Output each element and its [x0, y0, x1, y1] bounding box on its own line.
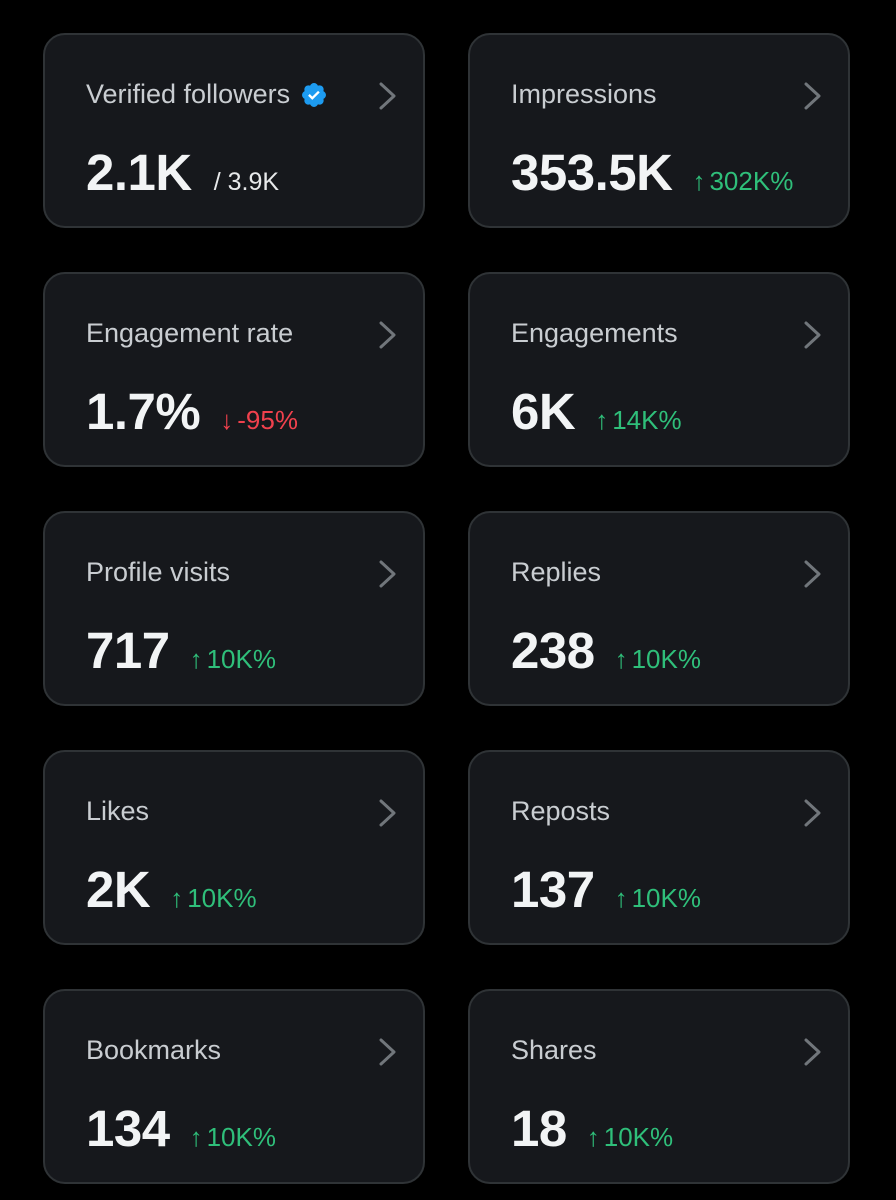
card-change-value: 10K% [603, 1122, 674, 1152]
card-label-text: Engagements [511, 318, 678, 348]
card-likes[interactable]: Likes 2K ↑ 10K% [43, 750, 425, 945]
arrow-up-icon: ↑ [595, 405, 609, 435]
card-label-text: Engagement rate [86, 318, 294, 348]
arrow-up-icon: ↑ [189, 1122, 203, 1152]
verified-badge-icon [302, 82, 327, 107]
card-value-row: 353.5K ↑ 302K% [511, 143, 793, 202]
chevron-right-icon[interactable] [800, 81, 826, 111]
card-change: ↑ 10K% [190, 1122, 276, 1153]
card-label: Profile visits [86, 557, 230, 588]
card-label-text: Reposts [511, 796, 611, 826]
card-label: Shares [511, 1035, 597, 1066]
card-label-text: Bookmarks [86, 1035, 222, 1065]
card-change-value: 10K% [631, 883, 701, 913]
chevron-right-icon[interactable] [800, 798, 826, 828]
chevron-right-icon[interactable] [375, 81, 401, 111]
card-replies[interactable]: Replies 238 ↑ 10K% [468, 511, 850, 706]
chevron-right-icon[interactable] [375, 320, 401, 350]
card-change: ↑ 10K% [615, 644, 701, 675]
arrow-up-icon: ↑ [189, 644, 203, 674]
card-change: ↑ 10K% [190, 644, 276, 675]
card-value: 134 [86, 1100, 170, 1157]
card-label-text: Verified followers [86, 79, 291, 109]
card-change: ↑ 10K% [587, 1122, 673, 1153]
arrow-up-icon: ↑ [170, 883, 184, 913]
card-shares[interactable]: Shares 18 ↑ 10K% [468, 989, 850, 1184]
card-reposts[interactable]: Reposts 137 ↑ 10K% [468, 750, 850, 945]
card-change: ↓ -95% [220, 405, 298, 436]
card-change-value: 10K% [187, 883, 257, 913]
card-value: 353.5K [511, 144, 673, 201]
chevron-right-icon[interactable] [800, 1037, 826, 1067]
card-verified-followers[interactable]: Verified followers 2.1K / 3.9K [43, 33, 425, 228]
chevron-right-icon[interactable] [800, 559, 826, 589]
card-bookmarks[interactable]: Bookmarks 134 ↑ 10K% [43, 989, 425, 1184]
card-change-value: 14K% [612, 405, 682, 435]
card-label-text: Impressions [511, 79, 657, 109]
card-value: 18 [511, 1100, 567, 1157]
chevron-right-icon[interactable] [375, 559, 401, 589]
card-label: Impressions [511, 79, 657, 110]
card-value-row: 2.1K / 3.9K [86, 143, 279, 202]
chevron-right-icon[interactable] [375, 798, 401, 828]
card-label: Replies [511, 557, 601, 588]
card-change-value: 10K% [631, 644, 701, 674]
card-impressions[interactable]: Impressions 353.5K ↑ 302K% [468, 33, 850, 228]
card-change: ↑ 10K% [615, 883, 701, 914]
arrow-up-icon: ↑ [586, 1122, 600, 1152]
card-value-row: 717 ↑ 10K% [86, 621, 276, 680]
card-label: Engagements [511, 318, 678, 349]
card-label: Reposts [511, 796, 610, 827]
card-change: ↑ 10K% [170, 883, 256, 914]
card-label: Bookmarks [86, 1035, 221, 1066]
card-label: Likes [86, 796, 149, 827]
card-change: ↑ 302K% [692, 166, 793, 197]
arrow-up-icon: ↑ [692, 166, 706, 196]
card-value-row: 18 ↑ 10K% [511, 1099, 673, 1158]
card-value: 1.7% [86, 383, 201, 440]
card-label: Engagement rate [86, 318, 293, 349]
card-total: / 3.9K [213, 168, 280, 196]
card-value: 137 [511, 861, 595, 918]
card-change-value: 302K% [709, 166, 794, 196]
card-change: ↑ 14K% [595, 405, 681, 436]
card-engagement-rate[interactable]: Engagement rate 1.7% ↓ -95% [43, 272, 425, 467]
card-label-text: Replies [511, 557, 602, 587]
card-change-value: 10K% [206, 1122, 276, 1152]
card-change-value: -95% [237, 405, 298, 435]
card-engagements[interactable]: Engagements 6K ↑ 14K% [468, 272, 850, 467]
card-profile-visits[interactable]: Profile visits 717 ↑ 10K% [43, 511, 425, 706]
card-change-value: 10K% [206, 644, 276, 674]
arrow-down-icon: ↓ [220, 405, 234, 435]
arrow-up-icon: ↑ [614, 644, 628, 674]
card-value-row: 238 ↑ 10K% [511, 621, 701, 680]
arrow-up-icon: ↑ [614, 883, 628, 913]
chevron-right-icon[interactable] [375, 1037, 401, 1067]
card-value: 717 [86, 622, 170, 679]
card-value-row: 6K ↑ 14K% [511, 382, 682, 441]
card-value: 6K [511, 383, 576, 440]
card-value-row: 2K ↑ 10K% [86, 860, 257, 919]
card-value: 2.1K [86, 144, 192, 201]
card-label-text: Profile visits [86, 557, 231, 587]
card-value: 2K [86, 861, 151, 918]
card-value-row: 134 ↑ 10K% [86, 1099, 276, 1158]
card-label-text: Shares [511, 1035, 597, 1065]
card-label-text: Likes [86, 796, 150, 826]
card-value-row: 1.7% ↓ -95% [86, 382, 298, 441]
card-value: 238 [511, 622, 595, 679]
card-value-row: 137 ↑ 10K% [511, 860, 701, 919]
card-label: Verified followers [86, 79, 328, 110]
chevron-right-icon[interactable] [800, 320, 826, 350]
